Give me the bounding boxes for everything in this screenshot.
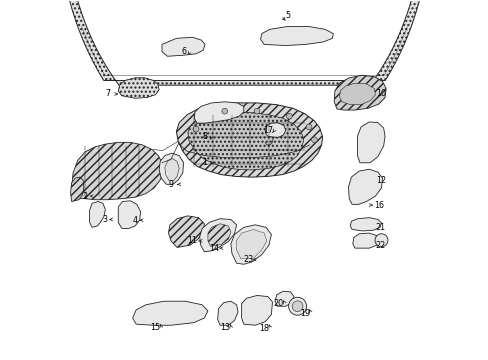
Polygon shape [162,37,204,56]
Polygon shape [348,169,382,204]
Polygon shape [260,27,333,45]
Polygon shape [199,219,236,252]
Text: 18: 18 [259,324,269,333]
Text: 8: 8 [202,132,207,141]
Text: 12: 12 [375,176,385,185]
Polygon shape [187,113,303,170]
Polygon shape [339,83,375,105]
Circle shape [286,113,292,119]
Polygon shape [230,225,271,264]
Circle shape [288,297,306,315]
Polygon shape [70,177,83,202]
Text: 19: 19 [299,309,309,318]
Text: 14: 14 [208,244,219,253]
Polygon shape [241,296,272,325]
Circle shape [311,137,317,143]
Polygon shape [118,201,140,228]
Circle shape [305,124,311,130]
Polygon shape [58,0,430,85]
Polygon shape [72,142,163,200]
Text: 1: 1 [202,158,207,167]
Text: 11: 11 [187,237,197,246]
Polygon shape [118,78,159,98]
Text: 22: 22 [374,241,385,250]
Polygon shape [207,224,230,246]
Polygon shape [132,301,207,325]
Text: 20: 20 [273,299,283,308]
Circle shape [374,234,387,247]
Text: 15: 15 [149,323,160,332]
Polygon shape [357,122,384,163]
Text: 6: 6 [181,47,185,56]
Polygon shape [236,229,266,259]
Text: 17: 17 [262,126,272,135]
Polygon shape [168,216,204,247]
Circle shape [222,108,227,114]
Polygon shape [274,291,293,306]
Text: 16: 16 [373,201,383,210]
Polygon shape [333,75,386,110]
Polygon shape [164,158,179,181]
Text: 2: 2 [82,192,87,201]
Text: 3: 3 [102,215,107,224]
Text: 21: 21 [374,223,385,232]
Circle shape [254,108,260,114]
Polygon shape [352,233,378,248]
Polygon shape [265,123,285,138]
Polygon shape [349,218,381,231]
Polygon shape [194,102,244,123]
Text: 4: 4 [132,216,137,225]
Text: 10: 10 [375,89,385,98]
Polygon shape [89,202,105,227]
Text: 7: 7 [105,89,110,98]
Text: 13: 13 [219,323,229,332]
Polygon shape [176,103,322,177]
Polygon shape [159,153,183,184]
Text: 5: 5 [285,11,289,20]
Polygon shape [217,301,238,325]
Circle shape [193,126,199,132]
Circle shape [292,301,303,312]
Text: 9: 9 [168,180,173,189]
Text: 23: 23 [243,255,253,264]
